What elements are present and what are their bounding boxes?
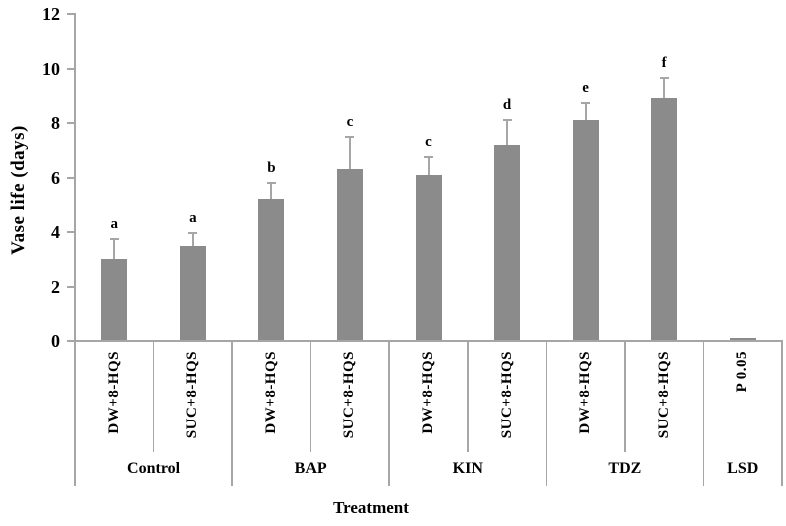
- category-divider: [624, 341, 626, 452]
- category-divider: [309, 341, 312, 452]
- error-bar: [427, 157, 430, 175]
- category-label: SUC+8-HQS: [184, 351, 201, 439]
- y-axis-tick-label: 12: [42, 4, 60, 24]
- error-bar: [663, 78, 666, 99]
- significance-letter: a: [189, 210, 197, 227]
- y-axis-tick: [67, 285, 74, 288]
- category-label: DW+8-HQS: [105, 351, 122, 434]
- error-bar: [191, 233, 194, 246]
- bar: [258, 199, 285, 341]
- error-bar-cap: [581, 101, 591, 104]
- significance-letter: d: [502, 97, 512, 114]
- category-label-cell: SUC+8-HQS: [311, 341, 390, 452]
- category-label: P 0.05: [734, 351, 751, 393]
- group-divider: [74, 341, 76, 486]
- x-axis-title: Treatment: [333, 498, 409, 517]
- category-label-cell: DW+8-HQS: [75, 341, 154, 452]
- y-axis-tick-label: 4: [51, 222, 60, 242]
- category-label-cell: SUC+8-HQS: [468, 341, 547, 452]
- error-bar: [348, 136, 351, 170]
- error-bar: [506, 120, 509, 145]
- significance-letter: c: [425, 134, 432, 151]
- category-label-cell: DW+8-HQS: [546, 341, 625, 452]
- y-axis-tick-label: 8: [51, 113, 60, 133]
- error-bar: [113, 238, 116, 260]
- y-axis-tick: [67, 122, 74, 124]
- category-divider: [152, 341, 155, 452]
- category-label-cell: SUC+8-HQS: [625, 341, 704, 452]
- error-bar-cap: [109, 237, 119, 240]
- y-axis-tick: [67, 67, 74, 70]
- significance-letter: b: [267, 159, 276, 176]
- category-label-cell: SUC+8-HQS: [154, 341, 233, 452]
- bar: [572, 120, 599, 341]
- error-bar-cap: [266, 181, 276, 184]
- category-label-cell: DW+8-HQS: [389, 341, 468, 452]
- error-bar: [270, 182, 273, 200]
- error-bar-cap: [659, 77, 669, 80]
- group-divider: [231, 341, 233, 486]
- x-axis-line: [74, 340, 783, 342]
- bar: [651, 98, 678, 341]
- bar: [415, 174, 442, 341]
- bar: [494, 144, 521, 341]
- y-axis-tick: [67, 231, 74, 233]
- category-label: DW+8-HQS: [262, 351, 279, 434]
- category-label: DW+8-HQS: [419, 351, 436, 434]
- group-divider: [388, 341, 390, 486]
- y-axis-tick-label: 10: [42, 58, 60, 79]
- category-label: SUC+8-HQS: [498, 351, 515, 439]
- group-label: TDZ: [608, 460, 642, 477]
- y-axis-tick-label: 6: [51, 167, 60, 188]
- y-axis-tick: [67, 176, 74, 179]
- group-label: BAP: [294, 460, 327, 477]
- group-divider: [702, 341, 705, 486]
- group-divider: [781, 341, 783, 486]
- bar: [336, 169, 363, 341]
- category-label-cell: P 0.05: [703, 341, 782, 452]
- error-bar-cap: [345, 135, 355, 138]
- group-divider: [545, 341, 548, 486]
- y-axis-tick-label: 0: [51, 331, 60, 351]
- bar: [179, 245, 206, 341]
- y-axis-tick-label: 2: [51, 276, 60, 297]
- y-axis-tick: [67, 340, 74, 342]
- significance-letter: f: [661, 55, 667, 72]
- bar: [101, 259, 128, 341]
- group-label: KIN: [452, 460, 483, 477]
- significance-letter: c: [346, 113, 354, 130]
- category-divider: [467, 341, 469, 452]
- group-label: Control: [127, 460, 181, 477]
- group-label: LSD: [727, 460, 759, 477]
- error-bar-cap: [502, 119, 512, 122]
- category-label: SUC+8-HQS: [341, 351, 358, 439]
- category-label: SUC+8-HQS: [655, 351, 672, 439]
- error-bar-cap: [188, 232, 198, 235]
- significance-letter: a: [110, 215, 119, 232]
- error-bar-cap: [424, 156, 433, 159]
- significance-letter: e: [582, 79, 589, 96]
- error-bar: [584, 102, 587, 121]
- category-label: DW+8-HQS: [577, 351, 594, 434]
- bar: [729, 338, 756, 341]
- y-axis-line: [74, 13, 76, 343]
- y-axis-tick: [67, 13, 74, 15]
- category-label-cell: DW+8-HQS: [232, 341, 311, 452]
